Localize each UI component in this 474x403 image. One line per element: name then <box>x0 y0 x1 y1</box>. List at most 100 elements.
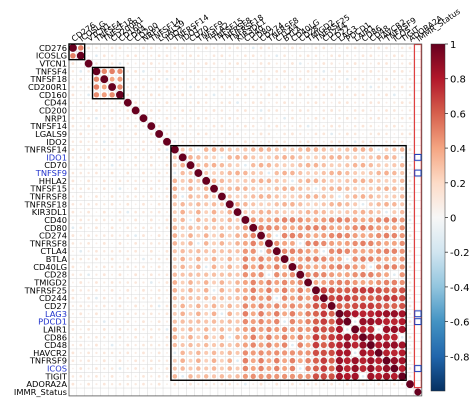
correlation-circle <box>72 164 74 167</box>
correlation-circle <box>173 46 177 50</box>
correlation-circle <box>361 374 365 378</box>
correlation-circle <box>305 217 311 223</box>
correlation-circle <box>126 163 130 167</box>
correlation-circle <box>142 250 145 253</box>
correlation-circle <box>281 334 288 341</box>
heatmap-cell <box>68 387 78 397</box>
heatmap-cell <box>413 278 422 287</box>
correlation-circle <box>134 351 137 354</box>
correlation-circle <box>142 328 145 331</box>
correlation-circle <box>117 68 123 75</box>
correlation-circle <box>354 54 357 57</box>
correlation-circle <box>212 194 217 199</box>
correlation-circle <box>157 359 161 362</box>
row-label: HAVCR2 <box>33 348 67 358</box>
correlation-circle <box>172 233 178 238</box>
correlation-circle <box>142 164 145 167</box>
correlation-circle <box>361 70 365 73</box>
correlation-circle <box>305 162 311 168</box>
correlation-circle <box>203 327 209 332</box>
correlation-circle <box>368 256 374 262</box>
correlation-circle <box>360 280 366 285</box>
correlation-circle <box>408 187 412 190</box>
correlation-circle <box>328 373 335 380</box>
correlation-circle <box>93 92 100 98</box>
correlation-circle <box>385 46 388 50</box>
correlation-circle <box>281 295 288 301</box>
correlation-circle <box>338 54 341 58</box>
correlation-circle <box>391 294 398 302</box>
correlation-circle <box>344 302 351 310</box>
correlation-circle <box>87 382 91 386</box>
correlation-circle <box>236 85 239 89</box>
correlation-circle <box>321 163 326 168</box>
correlation-circle <box>188 366 193 371</box>
correlation-circle <box>126 171 130 175</box>
correlation-circle <box>258 272 264 278</box>
correlation-circle <box>87 375 90 378</box>
correlation-circle <box>351 357 359 365</box>
heatmap-cell <box>84 387 93 397</box>
correlation-circle <box>87 250 90 253</box>
correlation-circle <box>314 54 318 57</box>
correlation-circle <box>313 217 319 223</box>
correlation-circle <box>408 351 412 355</box>
correlation-circle <box>376 186 381 191</box>
correlation-circle <box>181 46 184 50</box>
correlation-circle <box>173 109 176 112</box>
correlation-circle <box>282 311 288 317</box>
correlation-circle <box>244 93 247 97</box>
correlation-circle <box>110 249 114 253</box>
correlation-circle <box>87 257 90 261</box>
correlation-circle <box>220 124 224 128</box>
correlation-circle <box>345 186 350 191</box>
correlation-circle <box>352 233 358 239</box>
correlation-circle <box>71 85 75 89</box>
correlation-circle <box>391 302 398 309</box>
row-label: CD48 <box>44 340 67 350</box>
correlation-circle <box>291 46 294 50</box>
correlation-circle <box>227 241 232 246</box>
correlation-circle <box>328 310 335 317</box>
heatmap-cell <box>413 270 422 279</box>
correlation-circle <box>219 162 225 168</box>
correlation-circle <box>281 217 288 223</box>
heatmap-cell <box>413 380 422 389</box>
correlation-circle <box>344 248 351 254</box>
correlation-circle <box>165 218 169 222</box>
correlation-circle <box>197 242 200 245</box>
correlation-circle <box>227 327 232 332</box>
correlation-circle <box>142 132 145 135</box>
correlation-circle <box>119 140 121 143</box>
correlation-circle <box>79 226 83 230</box>
correlation-circle <box>87 234 90 237</box>
correlation-circle <box>79 351 82 354</box>
correlation-circle <box>336 217 343 223</box>
correlation-circle <box>142 46 145 50</box>
correlation-circle <box>399 272 405 278</box>
correlation-circle <box>87 171 90 175</box>
correlation-circle <box>173 125 176 128</box>
correlation-circle <box>375 232 382 239</box>
correlation-circle <box>337 155 342 160</box>
heatmap-cell <box>413 215 422 225</box>
correlation-circle <box>282 194 287 199</box>
correlation-circle <box>118 344 121 347</box>
correlation-circle <box>312 318 320 325</box>
correlation-circle <box>322 93 326 97</box>
correlation-circle <box>345 194 350 199</box>
correlation-circle <box>196 202 201 207</box>
correlation-circle <box>376 225 382 231</box>
correlation-circle <box>305 326 311 333</box>
correlation-circle <box>126 382 130 386</box>
correlation-circle <box>383 264 390 270</box>
correlation-circle <box>291 116 294 120</box>
correlation-circle <box>322 109 326 112</box>
correlation-circle <box>95 367 98 370</box>
correlation-circle <box>204 257 209 261</box>
correlation-circle <box>235 249 240 254</box>
correlation-circle <box>157 140 161 144</box>
diagonal-circle <box>100 75 109 84</box>
correlation-circle <box>188 257 193 261</box>
correlation-circle <box>312 326 320 333</box>
